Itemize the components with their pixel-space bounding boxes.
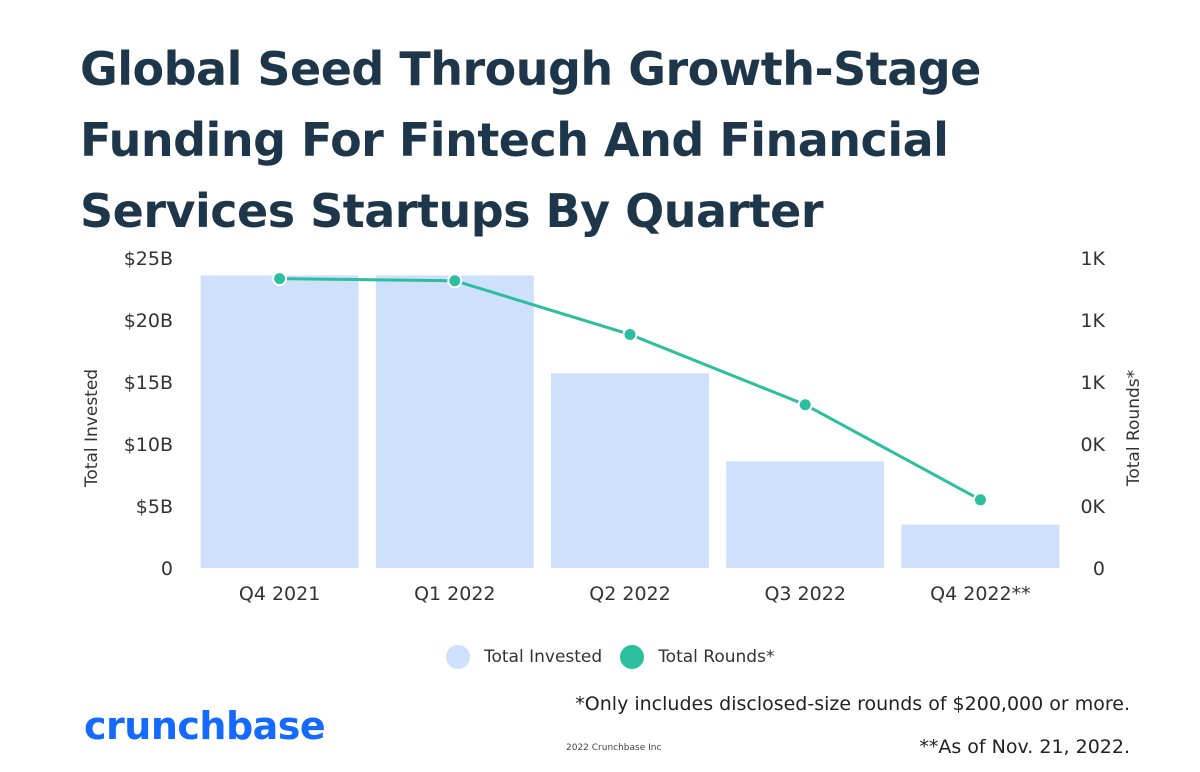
line-series bbox=[272, 271, 988, 508]
y-tick-label: $15B bbox=[124, 372, 173, 394]
y2-axis-label: Total Rounds* bbox=[1124, 370, 1144, 487]
legend-swatch-invested bbox=[446, 645, 470, 669]
bar-5 bbox=[901, 524, 1060, 568]
legend-item-rounds: Total Rounds* bbox=[620, 645, 774, 669]
x-tick-label: Q1 2022 bbox=[414, 583, 495, 605]
title-line-3: Services Startups By Quarter bbox=[80, 184, 824, 238]
chart-title: Global Seed Through Growth-Stage Funding… bbox=[80, 34, 1140, 247]
rounds-point-5 bbox=[972, 492, 988, 508]
y-tick-label: 0 bbox=[161, 558, 173, 580]
title-line-1: Global Seed Through Growth-Stage bbox=[80, 42, 981, 96]
y-tick-label: $5B bbox=[136, 496, 173, 518]
x-tick-label: Q3 2022 bbox=[764, 583, 845, 605]
legend-swatch-rounds bbox=[620, 645, 645, 669]
y2-tick-label: 1K bbox=[1080, 310, 1105, 332]
rounds-point-3 bbox=[622, 326, 638, 342]
y-axis-label: Total Invested bbox=[82, 369, 102, 488]
y2-tick-label: 1K bbox=[1080, 372, 1105, 394]
rounds-point-1 bbox=[272, 271, 288, 287]
bar-1 bbox=[200, 275, 359, 568]
bar-series bbox=[200, 275, 1060, 568]
y2-tick-label: 0K bbox=[1080, 434, 1105, 456]
footnote-as-of-date: **As of Nov. 21, 2022. bbox=[919, 736, 1130, 758]
bar-3 bbox=[551, 373, 709, 568]
legend-label-invested: Total Invested bbox=[484, 647, 603, 667]
y2-tick-label: 1K bbox=[1080, 248, 1105, 270]
crunchbase-logo: crunchbase bbox=[84, 704, 326, 748]
legend: Total Invested Total Rounds* bbox=[446, 644, 792, 670]
rounds-point-4 bbox=[797, 397, 813, 413]
x-tick-label: Q4 2022** bbox=[930, 583, 1030, 605]
x-axis: Q4 2021 Q1 2022 Q2 2022 Q3 2022 Q4 2022** bbox=[239, 583, 1031, 605]
y-axis-left: 0 $5B $10B $15B $20B $25B bbox=[124, 248, 173, 580]
y2-tick-label: 0K bbox=[1080, 496, 1105, 518]
title-line-2: Funding For Fintech And Financial bbox=[80, 113, 949, 167]
legend-label-rounds: Total Rounds* bbox=[658, 647, 775, 667]
x-tick-label: Q2 2022 bbox=[589, 583, 670, 605]
legend-item-invested: Total Invested bbox=[446, 645, 602, 669]
x-tick-label: Q4 2021 bbox=[239, 583, 320, 605]
copyright-text: 2022 Crunchbase Inc bbox=[566, 743, 662, 753]
y2-tick-label: 0 bbox=[1093, 558, 1105, 580]
footnote-disclosed-rounds: *Only includes disclosed-size rounds of … bbox=[575, 693, 1130, 715]
rounds-point-2 bbox=[447, 273, 463, 289]
y-axis-right: 0 0K 0K 1K 1K 1K bbox=[1080, 248, 1105, 580]
bar-2 bbox=[375, 275, 534, 568]
y-tick-label: $20B bbox=[124, 310, 173, 332]
bar-4 bbox=[726, 461, 885, 568]
y-tick-label: $25B bbox=[124, 248, 173, 270]
y-tick-label: $10B bbox=[124, 434, 173, 456]
